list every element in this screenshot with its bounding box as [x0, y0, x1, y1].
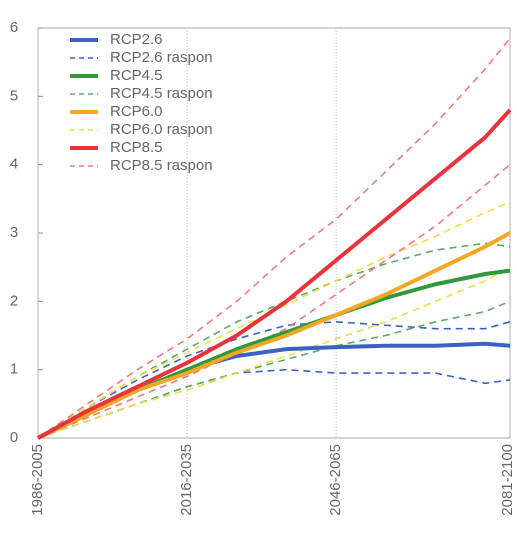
- x-tick-label: 2081-2100: [499, 444, 516, 516]
- x-tick-label: 2016-2035: [178, 444, 195, 516]
- x-tick-label: 2046-2065: [327, 444, 344, 516]
- legend-label: RCP2.6: [110, 31, 163, 48]
- legend-label: RCP2.6 raspon: [110, 49, 213, 66]
- y-tick-label: 0: [10, 429, 18, 446]
- y-tick-label: 3: [10, 224, 18, 241]
- legend-label: RCP8.5 raspon: [110, 157, 213, 174]
- y-tick-label: 2: [10, 292, 18, 309]
- legend-label: RCP8.5: [110, 139, 163, 156]
- y-tick-label: 5: [10, 87, 18, 104]
- series-line: [37, 300, 511, 439]
- series-line: [37, 341, 511, 440]
- y-tick-label: 1: [10, 361, 18, 378]
- series-line: [37, 201, 511, 439]
- series-line: [37, 266, 511, 439]
- series-line: [37, 164, 511, 439]
- plot-frame: [37, 27, 511, 439]
- series-line: [37, 37, 511, 439]
- series-line: [37, 231, 511, 440]
- legend-label: RCP4.5: [110, 67, 163, 84]
- legend-label: RCP6.0: [110, 103, 163, 120]
- x-tick-label: 1986-2005: [29, 444, 46, 516]
- legend-label: RCP4.5 raspon: [110, 85, 213, 102]
- y-tick-label: 4: [10, 156, 18, 173]
- series-line: [37, 108, 512, 440]
- y-tick-label: 6: [10, 19, 18, 36]
- series-line: [37, 321, 511, 439]
- legend-label: RCP6.0 raspon: [110, 121, 213, 138]
